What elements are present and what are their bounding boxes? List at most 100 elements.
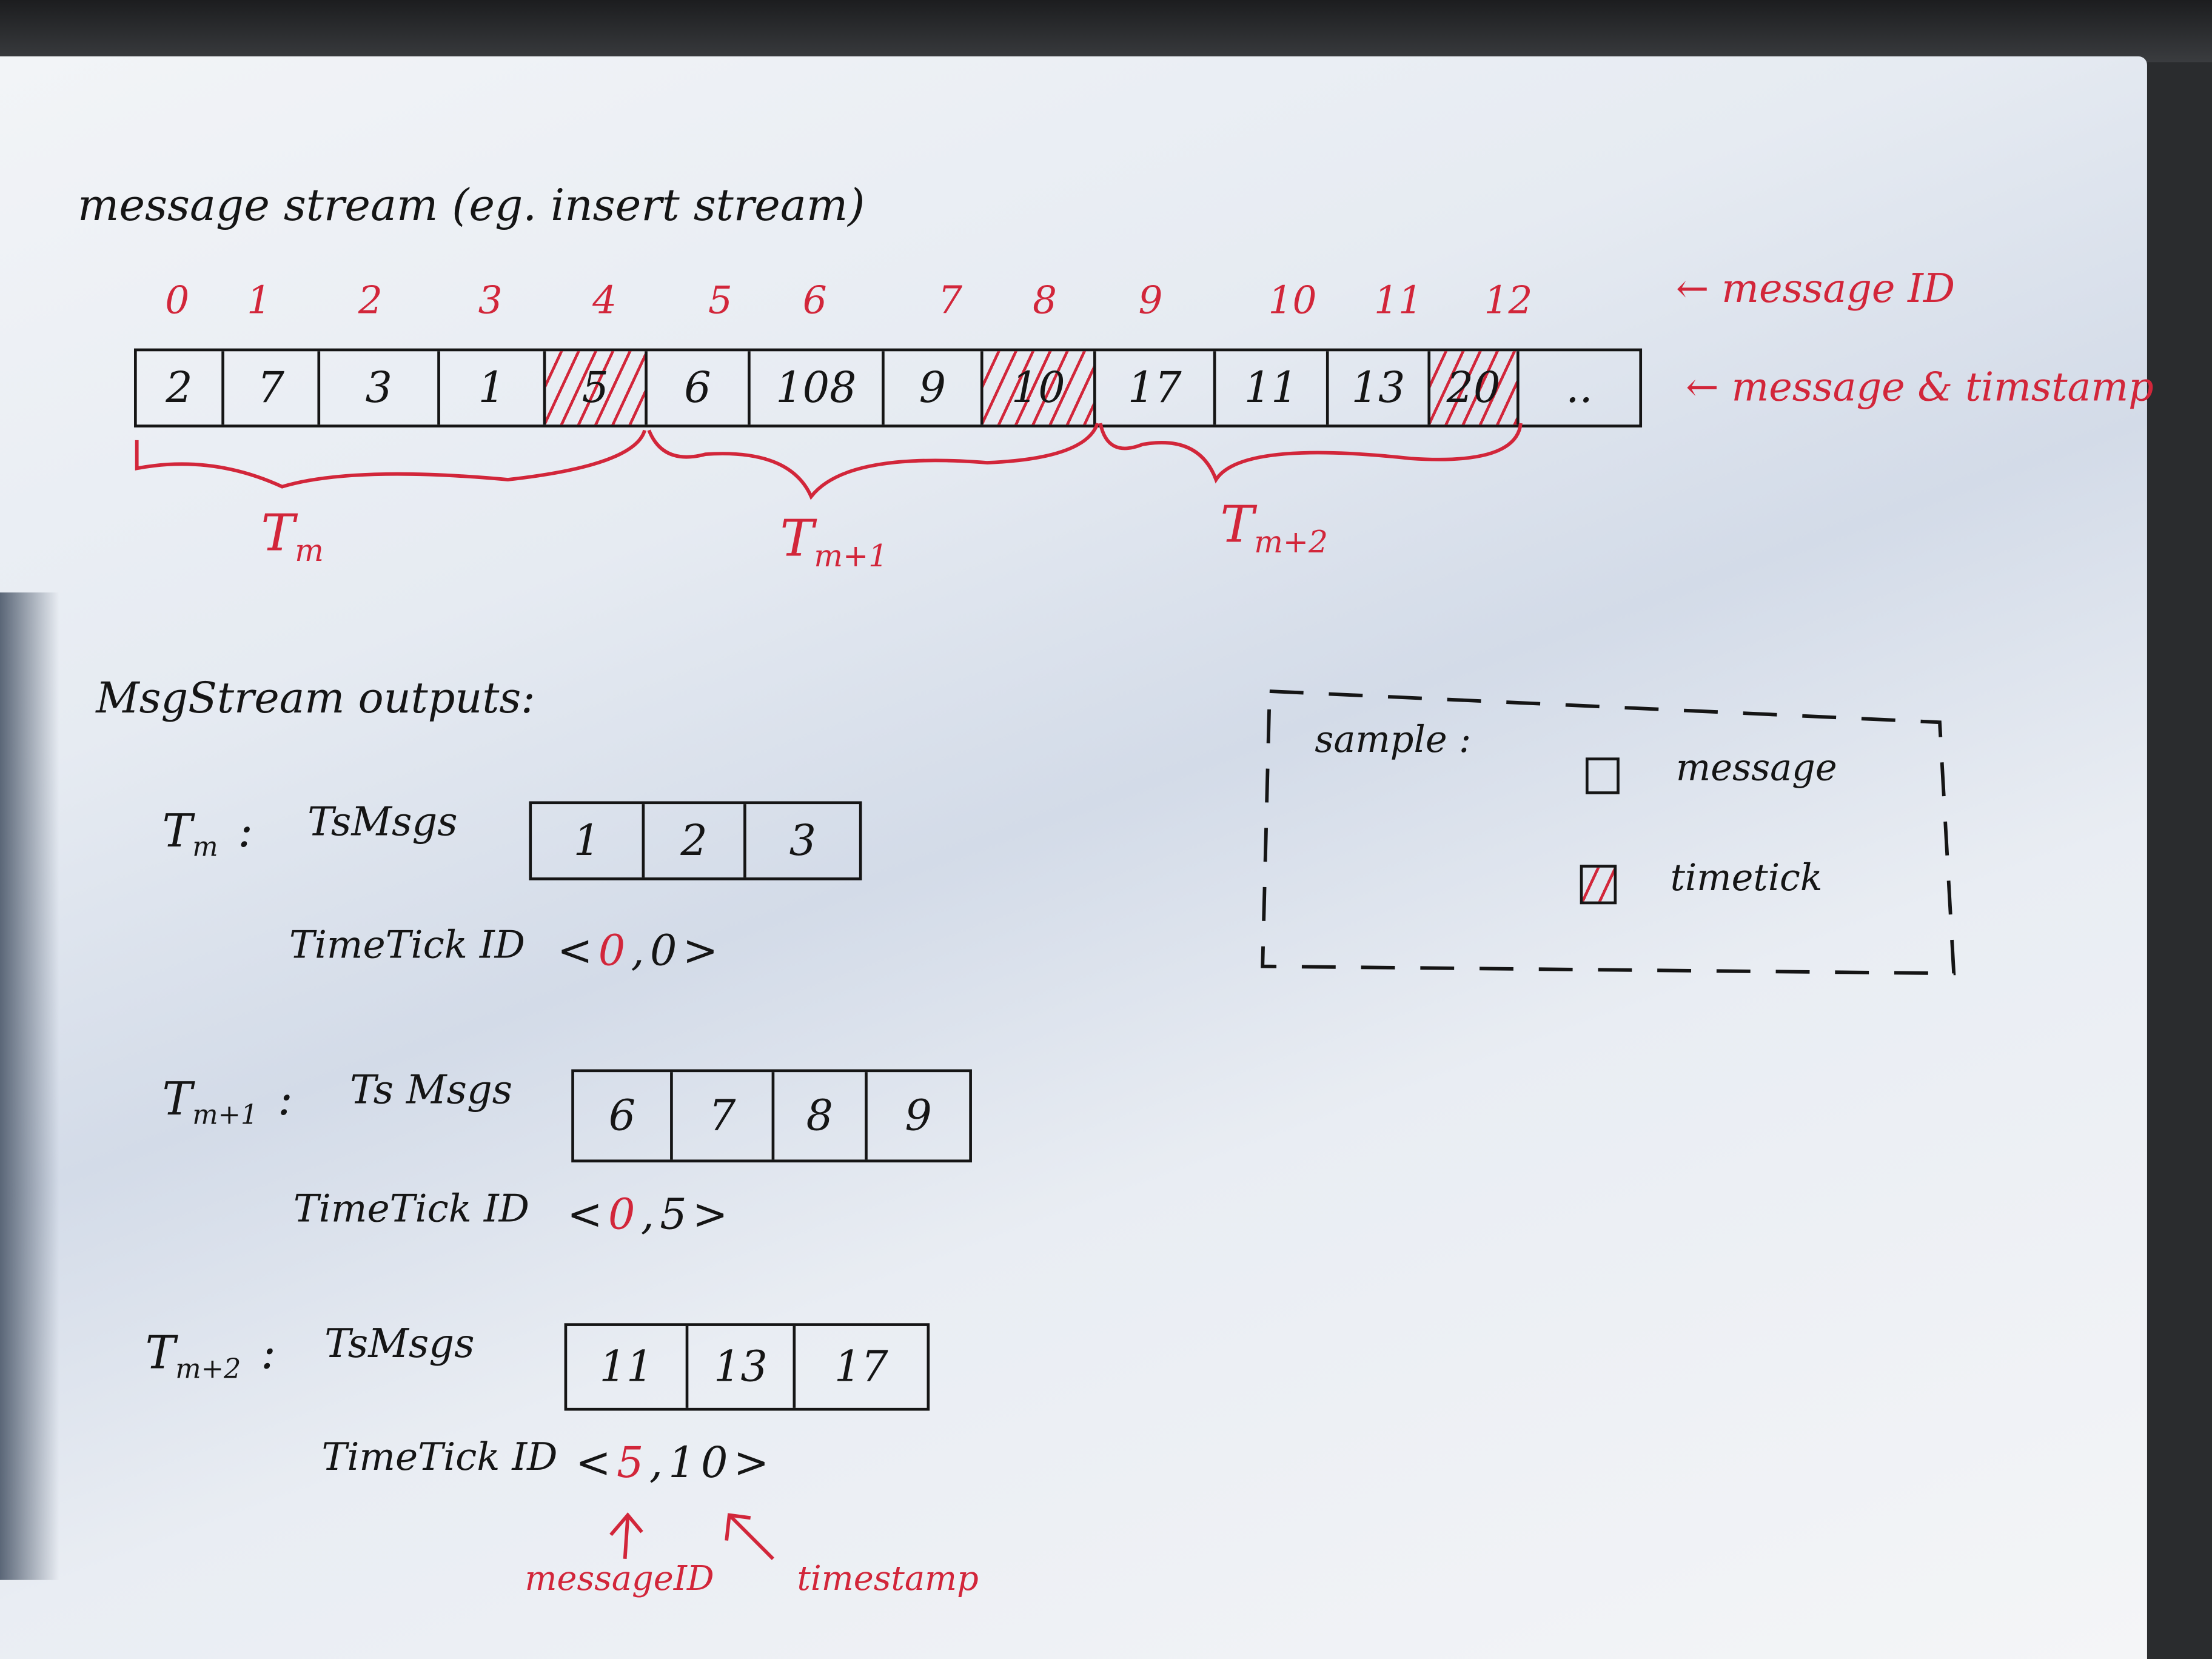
ts-msg-cell: 17	[834, 1342, 888, 1392]
tt-message-id: 0	[598, 927, 631, 976]
output-label-separator: :	[261, 1326, 276, 1380]
paper-sheet	[0, 56, 2147, 1659]
shadow	[0, 592, 59, 1580]
legend-timetick-swatch	[1580, 865, 1617, 905]
message-id: 2	[358, 279, 383, 323]
message-id: 4	[592, 279, 617, 323]
output-label-main: T	[162, 804, 193, 858]
timetick-id-value: <5,10>	[575, 1439, 774, 1488]
message-id: 0	[165, 279, 190, 323]
tt-timestamp: 10	[668, 1439, 734, 1489]
ts-msg-cell: 9	[905, 1091, 932, 1141]
tt-message-id: 5	[617, 1439, 649, 1489]
tt-open: <	[567, 1190, 609, 1240]
outputs-title: MsgStream outputs:	[96, 674, 535, 724]
ts-msg-cell: 11	[567, 1326, 689, 1408]
tt-comma: ,	[640, 1190, 660, 1240]
ts-msg-cell: 6	[574, 1072, 673, 1160]
message-id: 12	[1484, 279, 1533, 323]
message-cell: 7	[224, 351, 321, 425]
legend-timetick-label: timetick	[1670, 857, 1823, 900]
brace-tm2	[1098, 423, 1523, 484]
tt-close: >	[733, 1439, 775, 1489]
ts-msgs-label: Ts Msgs	[349, 1066, 513, 1113]
ts-msg-cell: 2	[645, 804, 746, 878]
ts-msg-cell: 13	[688, 1326, 796, 1408]
output-label-main: T	[145, 1326, 176, 1380]
ts-msgs-label: TsMsgs	[307, 798, 458, 845]
timetick-id-value: <0,0>	[557, 927, 724, 976]
message-cell: 1	[440, 351, 546, 425]
message-id-annotation: ← message ID	[1675, 265, 1956, 312]
message-id: 6	[802, 279, 827, 323]
message-id: 11	[1374, 279, 1423, 323]
brace-tm	[135, 429, 647, 489]
legend-title: sample :	[1315, 719, 1472, 762]
message-id: 8	[1032, 279, 1057, 323]
diagram-title: message stream (eg. insert stream)	[77, 180, 865, 232]
timetick-id-label: TimeTick ID	[293, 1187, 530, 1232]
output-label-sub: m+2	[175, 1352, 241, 1385]
tt-comma: ,	[631, 927, 651, 976]
table-background	[0, 0, 2212, 62]
message-cell: ..	[1566, 363, 1593, 413]
timetick-cell: 20	[1430, 351, 1520, 425]
timetick-id-label: TimeTick ID	[321, 1436, 558, 1480]
tt-open: <	[557, 927, 598, 976]
message-timestamp-annotation: ← message & timstamp	[1686, 364, 2154, 411]
message-id: 5	[708, 279, 732, 323]
output-label-sub: m	[192, 830, 218, 863]
tt-open: <	[575, 1439, 617, 1489]
legend-message-swatch	[1585, 757, 1620, 794]
message-id: 7	[938, 279, 963, 323]
group-label-tm: Tm	[261, 504, 324, 569]
timetick-id-label: TimeTick ID	[289, 923, 526, 968]
message-cell: 17	[1096, 351, 1216, 425]
tt-close: >	[692, 1190, 734, 1240]
group-label-tm2: Tm+2	[1220, 496, 1328, 561]
tt-timestamp: 0	[650, 927, 683, 976]
output-label-sub: m+1	[192, 1098, 258, 1131]
message-cell: 3	[320, 351, 440, 425]
ts-msgs-box: 11 13 17	[564, 1323, 930, 1411]
output-label: Tm+2:	[146, 1326, 276, 1385]
output-label-main: T	[162, 1072, 193, 1126]
output-label-separator: :	[277, 1072, 293, 1126]
ts-msg-cell: 8	[774, 1072, 868, 1160]
tt-timestamp: 5	[660, 1190, 693, 1240]
message-id: 3	[478, 279, 503, 323]
message-id: 9	[1138, 279, 1163, 323]
message-cell: 108	[751, 351, 885, 425]
ts-msg-cell: 7	[673, 1072, 775, 1160]
brace-tm1	[647, 422, 1099, 500]
ts-msgs-label: TsMsgs	[324, 1320, 475, 1367]
message-cell: 11	[1216, 351, 1329, 425]
tt-comma: ,	[649, 1439, 669, 1489]
output-label: Tm+1:	[163, 1072, 293, 1131]
message-cell: 2	[137, 351, 224, 425]
tt-message-id: 0	[608, 1190, 641, 1240]
group-label-tm1: Tm+1	[780, 511, 888, 575]
ts-msg-cell: 3	[789, 816, 816, 866]
output-label-separator: :	[238, 804, 253, 858]
pointer-message-id-label: messageID	[525, 1558, 714, 1598]
timetick-cell: 5	[546, 351, 648, 425]
tt-close: >	[682, 927, 724, 976]
message-cell: 13	[1329, 351, 1431, 425]
arrow-up-message-id	[609, 1512, 643, 1559]
arrow-up-timestamp	[725, 1513, 774, 1560]
ts-msg-cell: 1	[532, 804, 645, 878]
pointer-timestamp-label: timestamp	[797, 1558, 979, 1598]
timetick-cell: 10	[983, 351, 1096, 425]
dashed-legend-box	[1261, 689, 1956, 976]
output-label: Tm:	[163, 804, 253, 863]
message-stream: 2 7 3 1 5 6 108 9 10 17 11 13 20..	[134, 348, 1643, 427]
message-id: 10	[1268, 279, 1317, 323]
message-cell: 6	[648, 351, 751, 425]
legend-message-label: message	[1675, 748, 1837, 790]
message-cell: 9	[885, 351, 984, 425]
